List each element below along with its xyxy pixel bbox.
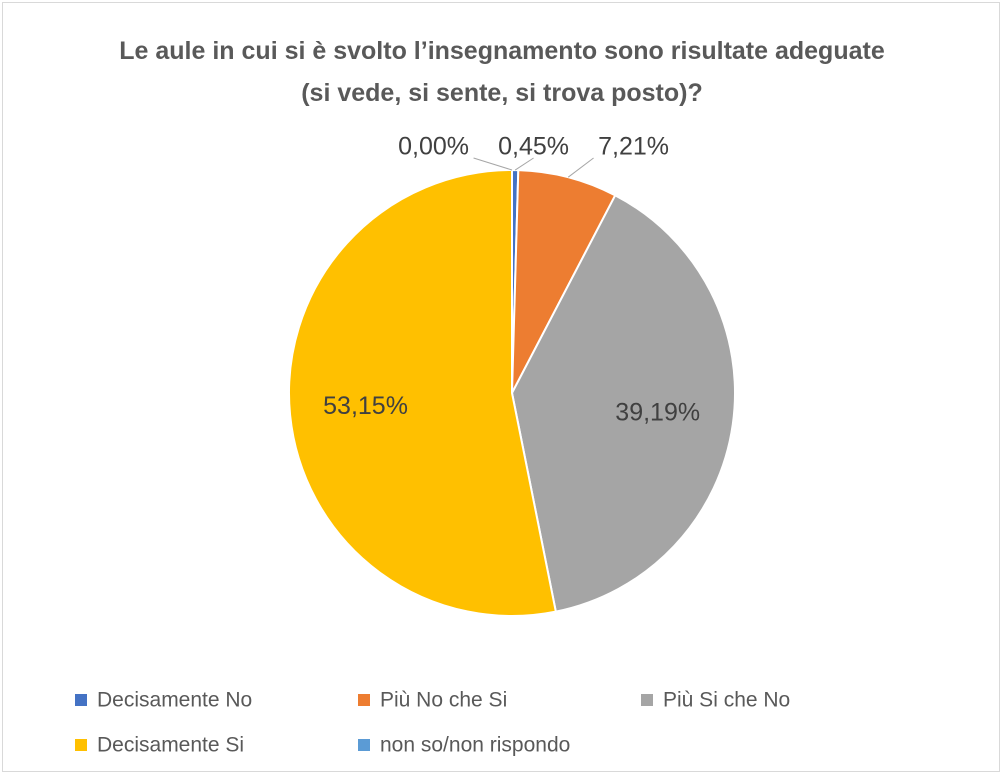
data-label: 7,21% xyxy=(598,133,669,161)
legend-swatch xyxy=(358,694,370,706)
legend-label: non so/non rispondo xyxy=(380,734,570,757)
leader-line xyxy=(473,157,513,171)
legend-label: Più No che Si xyxy=(380,689,507,712)
data-label: 53,15% xyxy=(323,392,408,420)
pie-slice xyxy=(510,193,736,613)
legend-label: Decisamente Si xyxy=(97,734,244,757)
legend-swatch xyxy=(641,694,653,706)
data-label: 0,00% xyxy=(398,133,469,161)
pie-slice xyxy=(288,168,558,617)
data-label: 39,19% xyxy=(615,398,700,426)
data-label: 0,45% xyxy=(498,133,569,161)
legend-label: Decisamente No xyxy=(97,689,252,712)
legend-label: Più Si che No xyxy=(663,689,790,712)
pie-slice xyxy=(511,169,617,394)
legend-swatch xyxy=(358,739,370,751)
chart-title: Le aule in cui si è svolto l’insegnament… xyxy=(119,37,885,107)
leader-line xyxy=(567,157,594,178)
legend-swatch xyxy=(75,739,87,751)
leader-line xyxy=(514,157,534,171)
legend-swatch xyxy=(75,694,87,706)
